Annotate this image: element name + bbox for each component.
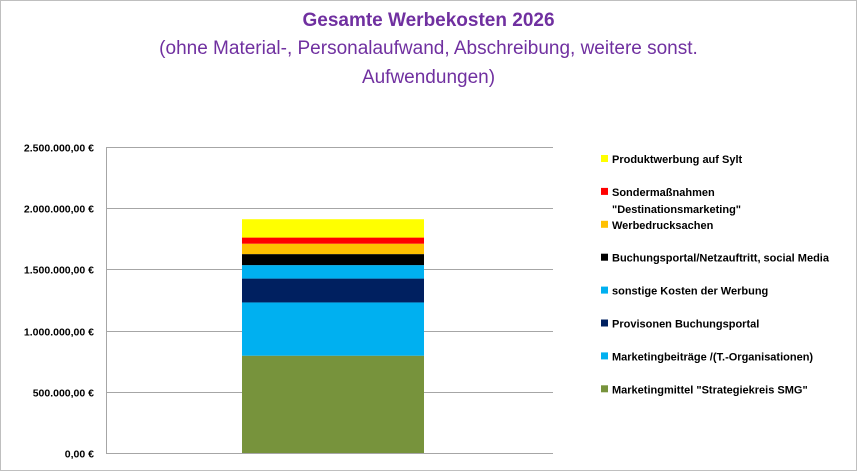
y-tick-label: 1.000.000,00 € [24, 327, 94, 339]
legend-label: Marketingbeiträge /(T.-Organisationen) [612, 351, 813, 363]
legend-label: Produktwerbung auf Sylt [612, 154, 743, 166]
legend: Produktwerbung auf Sylt Sondermaßnahmen "D… [601, 154, 830, 396]
legend-label: Sondermaßnahmen [612, 187, 715, 199]
legend-swatch [601, 253, 608, 261]
bar-segment [242, 302, 424, 356]
legend-swatch [601, 352, 608, 360]
legend-label: Werbedrucksachen [612, 220, 714, 232]
legend-label: Buchungsportal/Netzauftritt, social Medi… [612, 253, 830, 265]
legend-swatch [601, 286, 608, 294]
legend-label: "Destinationsmarketing" [612, 204, 741, 216]
bar-segment [242, 243, 424, 255]
y-tick-label: 0,00 € [65, 449, 94, 461]
legend-swatch [601, 319, 608, 327]
chart-title-block: Gesamte Werbekosten 2026 (ohne Material-… [0, 8, 857, 92]
bar-segment [242, 219, 424, 238]
legend-label: Provisonen Buchungsportal [612, 319, 759, 331]
chart-subtitle-line-2: Aufwendungen) [361, 67, 496, 88]
legend-swatch [601, 187, 608, 195]
bar-stack [242, 219, 424, 453]
legend-label: Marketingmittel "Strategiekreis SMG" [612, 384, 808, 396]
y-tick-label: 2.000.000,00 € [24, 204, 94, 216]
bar-segment [242, 355, 424, 453]
bar-segment [242, 254, 424, 266]
y-tick-label: 500.000,00 € [33, 388, 94, 400]
legend-swatch [601, 385, 608, 393]
y-axis: 0,00 € 500.000,00 € 1.000.000,00 € 1.500.00… [24, 143, 107, 461]
bar-segment [242, 278, 424, 303]
legend-label: sonstige Kosten der Werbung [612, 286, 768, 298]
legend-swatch [601, 155, 608, 162]
bar-segment [242, 265, 424, 279]
bar-segment [242, 237, 424, 244]
legend-swatch [601, 220, 608, 228]
y-tick-label: 2.500.000,00 € [24, 143, 94, 155]
chart-title: Gesamte Werbekosten 2026 [302, 10, 555, 31]
y-tick-label: 1.500.000,00 € [24, 265, 94, 277]
chart-subtitle-line-1: (ohne Material-, Personalaufwand, Abschr… [159, 38, 698, 59]
